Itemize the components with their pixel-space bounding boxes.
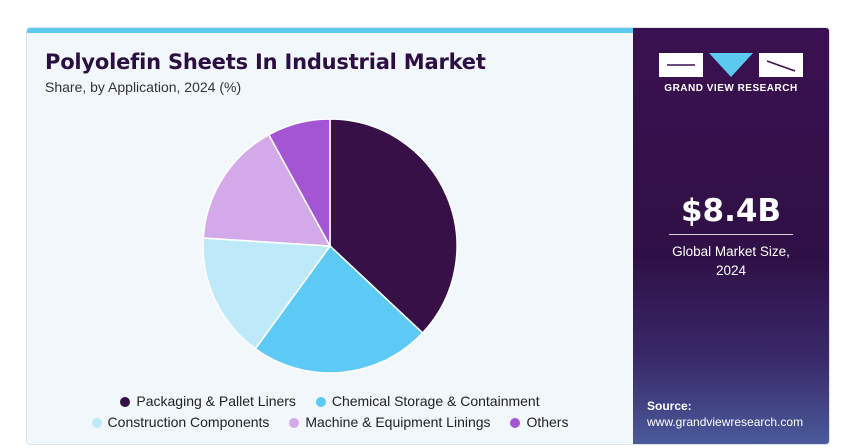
legend-label: Construction Components [107, 414, 270, 430]
divider [669, 234, 793, 235]
legend-item-packaging: Packaging & Pallet Liners [120, 393, 296, 409]
legend-dot [91, 417, 102, 428]
legend-label: Machine & Equipment Linings [305, 414, 491, 430]
sidebar-panel: GRAND VIEW RESEARCH $8.4B Global Market … [633, 28, 829, 444]
market-size-label-line2: 2024 [715, 263, 747, 278]
pie-slice-construction-components [202, 237, 332, 350]
pie-slice-chemical-storage-containment [254, 244, 424, 374]
pie-slice-packaging-pallet-liners [329, 118, 458, 335]
market-size-label-line1: Global Market Size, [672, 244, 790, 259]
legend-dot [120, 396, 131, 407]
accent-bar [27, 28, 633, 33]
legend-dot [315, 396, 326, 407]
pie-slice-machine-equipment-linings [202, 133, 332, 247]
legend-row-1: Packaging & Pallet Liners Chemical Stora… [27, 393, 633, 409]
source-label: Source: [647, 399, 692, 413]
chart-subtitle: Share, by Application, 2024 (%) [45, 79, 242, 95]
infographic-card: Polyolefin Sheets In Industrial Market S… [26, 27, 830, 445]
legend-label: Others [526, 414, 569, 430]
brand-name: GRAND VIEW RESEARCH [664, 83, 798, 94]
legend-item-construction: Construction Components [91, 414, 270, 430]
pie-slice-others [267, 118, 331, 247]
pie-chart [202, 118, 458, 374]
legend-label: Packaging & Pallet Liners [136, 393, 296, 409]
legend-item-chemical: Chemical Storage & Containment [315, 393, 540, 409]
source-url[interactable]: www.grandviewresearch.com [647, 415, 804, 429]
legend-row-2: Construction Components Machine & Equipm… [27, 414, 633, 430]
chart-title: Polyolefin Sheets In Industrial Market [45, 50, 486, 74]
market-size-label: Global Market Size, 2024 [633, 242, 829, 280]
legend-dot [289, 417, 300, 428]
legend-item-machine: Machine & Equipment Linings [289, 414, 491, 430]
grand-view-research-logo [659, 53, 803, 77]
market-size-value: $8.4B [680, 193, 782, 229]
legend-item-others: Others [510, 414, 568, 430]
legend-dot [510, 417, 521, 428]
legend-label: Chemical Storage & Containment [331, 393, 540, 409]
